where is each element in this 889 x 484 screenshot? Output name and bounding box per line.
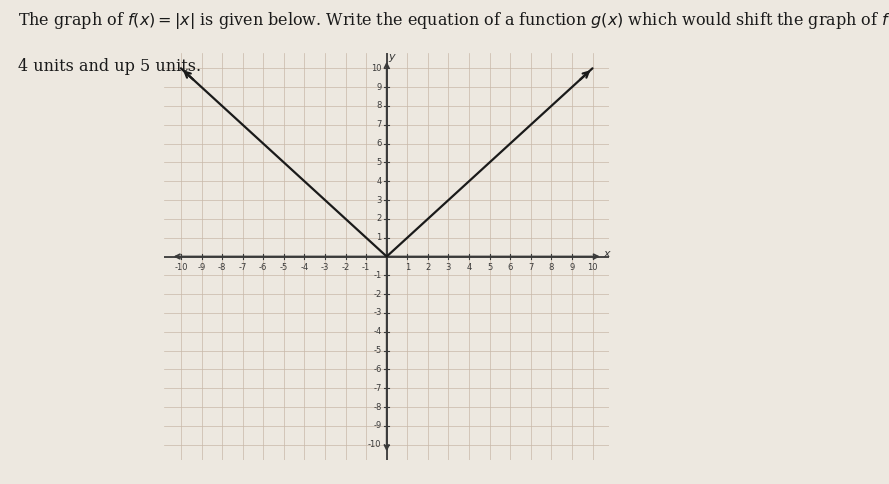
Text: 5: 5 [376,158,381,167]
Text: 6: 6 [508,263,513,272]
Text: 4: 4 [467,263,472,272]
Text: -3: -3 [373,308,381,318]
Text: 10: 10 [588,263,597,272]
Text: 10: 10 [371,64,381,73]
Text: y: y [388,52,396,62]
Text: 2: 2 [425,263,430,272]
Text: -8: -8 [373,403,381,411]
Text: -5: -5 [280,263,288,272]
Text: -9: -9 [197,263,205,272]
Text: 8: 8 [376,102,381,110]
Text: 3: 3 [445,263,451,272]
Text: -4: -4 [300,263,308,272]
Text: x: x [604,249,610,258]
Text: 5: 5 [487,263,493,272]
Text: 2: 2 [376,214,381,224]
Text: 7: 7 [376,120,381,129]
Text: -7: -7 [238,263,247,272]
Text: The graph of $f(x) = |x|$ is given below. Write the equation of a function $g(x): The graph of $f(x) = |x|$ is given below… [18,10,889,30]
Text: 6: 6 [376,139,381,148]
Text: -2: -2 [341,263,349,272]
Text: -6: -6 [373,365,381,374]
Text: -4: -4 [373,327,381,336]
Text: -7: -7 [373,384,381,393]
Text: -3: -3 [321,263,329,272]
Text: 8: 8 [549,263,554,272]
Text: -8: -8 [218,263,227,272]
Text: -2: -2 [373,289,381,299]
Text: 4 units and up 5 units.: 4 units and up 5 units. [18,58,201,75]
Text: 9: 9 [376,83,381,91]
Text: -10: -10 [368,440,381,449]
Text: 4: 4 [376,177,381,186]
Text: 9: 9 [569,263,574,272]
Text: 7: 7 [528,263,533,272]
Text: 1: 1 [404,263,410,272]
Text: 3: 3 [376,196,381,205]
Text: -1: -1 [362,263,370,272]
Text: -6: -6 [259,263,268,272]
Text: 1: 1 [376,233,381,242]
Text: -1: -1 [373,271,381,280]
Text: -9: -9 [373,422,381,430]
Text: -5: -5 [373,346,381,355]
Text: -10: -10 [174,263,188,272]
